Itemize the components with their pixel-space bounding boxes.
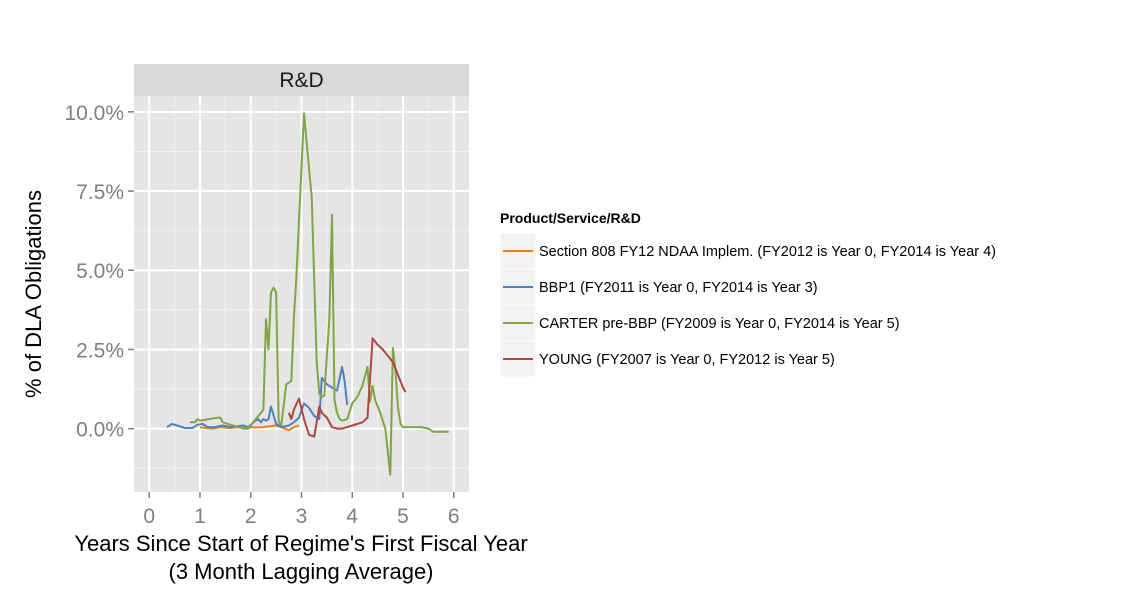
x-tick-label: 0 <box>143 505 155 528</box>
facet-strip <box>134 64 469 96</box>
series-layer <box>166 112 449 476</box>
legend-label: YOUNG (FY2007 is Year 0, FY2012 is Year … <box>539 352 835 368</box>
y-tick-label: 10.0% <box>64 102 124 125</box>
legend-title: Product/Service/R&D <box>500 210 641 226</box>
legend-label: CARTER pre-BBP (FY2009 is Year 0, FY2014… <box>539 316 900 332</box>
x-tick-label: 3 <box>296 505 308 528</box>
series-line-2 <box>166 365 349 429</box>
y-tick-label: 0.0% <box>76 419 124 442</box>
x-tick-label: 1 <box>194 505 206 528</box>
x-tick-label: 5 <box>397 505 409 528</box>
y-axis-title: % of DLA Obligations <box>21 190 46 398</box>
y-tick-label: 5.0% <box>76 260 124 283</box>
series-line-4 <box>287 337 407 438</box>
legend-label: BBP1 (FY2011 is Year 0, FY2014 is Year 3… <box>539 280 818 296</box>
x-tick-label: 4 <box>346 505 358 528</box>
x-axis-title: Years Since Start of Regime's First Fisc… <box>74 531 527 556</box>
legend: Section 808 FY12 NDAA Implem. (FY2012 is… <box>499 232 996 378</box>
x-tick-label: 6 <box>448 505 460 528</box>
axis-layer: 0 1 2 3 4 5 6 0.0% 2.5% 5.0% 7.5% 10.0% <box>64 102 459 528</box>
y-tick-label: 2.5% <box>76 339 124 362</box>
y-tick-label: 7.5% <box>76 181 124 204</box>
facet-label: R&D <box>279 69 323 92</box>
x-axis-title-line2: (3 Month Lagging Average) <box>169 559 434 584</box>
x-tick-label: 2 <box>245 505 257 528</box>
legend-label: Section 808 FY12 NDAA Implem. (FY2012 is… <box>539 244 996 260</box>
series-line-3 <box>189 112 449 476</box>
